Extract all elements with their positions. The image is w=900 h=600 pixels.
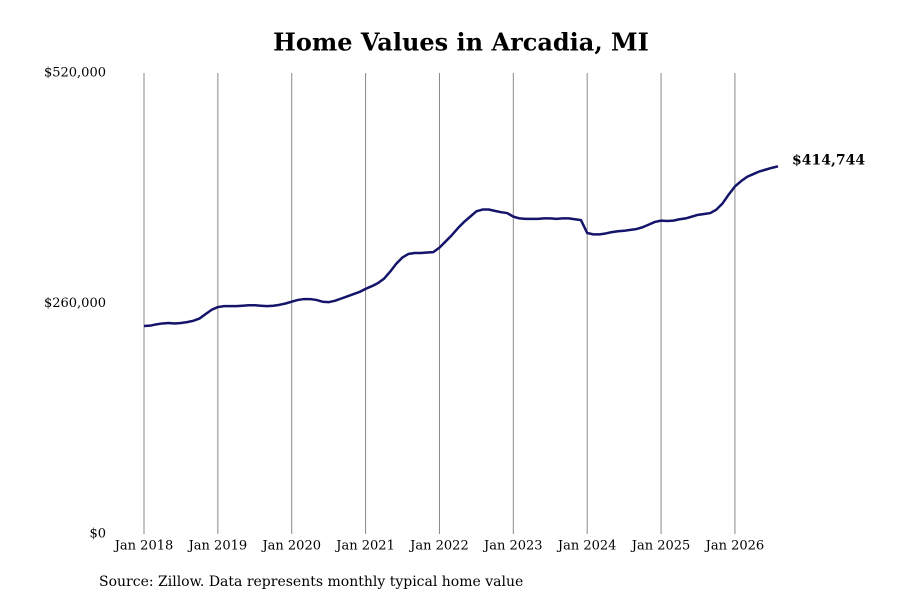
x-tick-label: Jan 2020 — [260, 539, 321, 554]
chart-title: Home Values in Arcadia, MI — [273, 28, 649, 57]
x-tick-label: Jan 2026 — [704, 539, 765, 554]
line — [143, 165, 779, 328]
x-tick-label: Jan 2023 — [482, 539, 543, 554]
source-note: Source: Zillow. Data represents monthly … — [99, 574, 523, 590]
x-tick-label: Jan 2025 — [630, 539, 691, 554]
value-label: $414,744 — [792, 152, 865, 168]
x-tick-label: Jan 2022 — [408, 539, 469, 554]
y-tick-label: $260,000 — [44, 296, 106, 311]
x-tick-label: Jan 2021 — [334, 539, 395, 554]
y-tick-label: $520,000 — [44, 66, 106, 81]
y-tick-label: $0 — [89, 527, 106, 542]
x-tick-label: Jan 2024 — [556, 539, 617, 554]
x-tick-label: Jan 2019 — [187, 539, 248, 554]
x-tick-label: Jan 2018 — [113, 539, 174, 554]
